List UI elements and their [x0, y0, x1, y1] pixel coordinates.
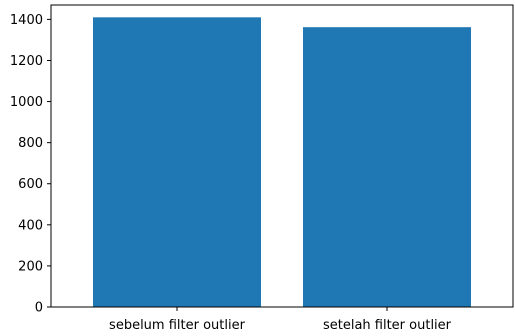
- y-tick-label: 800: [18, 136, 43, 151]
- bar-0: [93, 17, 261, 307]
- x-tick-label: sebelum filter outlier: [109, 318, 246, 333]
- y-axis: 0 200 400 600 800 1000 1200 1400: [10, 13, 51, 316]
- x-axis: sebelum filter outlier setelah filter out…: [109, 307, 452, 333]
- y-tick-label: 0: [35, 301, 43, 316]
- plot-frame: [50, 4, 514, 308]
- bar-1: [303, 27, 471, 308]
- y-tick-label: 600: [18, 177, 43, 192]
- bars-group: [93, 17, 471, 308]
- y-tick-label: 1200: [10, 54, 43, 69]
- y-tick-label: 200: [18, 259, 43, 274]
- x-tick-label: setelah filter outlier: [323, 318, 452, 333]
- y-tick-label: 1000: [10, 95, 43, 110]
- y-tick-label: 400: [18, 218, 43, 233]
- y-tick-label: 1400: [10, 13, 43, 28]
